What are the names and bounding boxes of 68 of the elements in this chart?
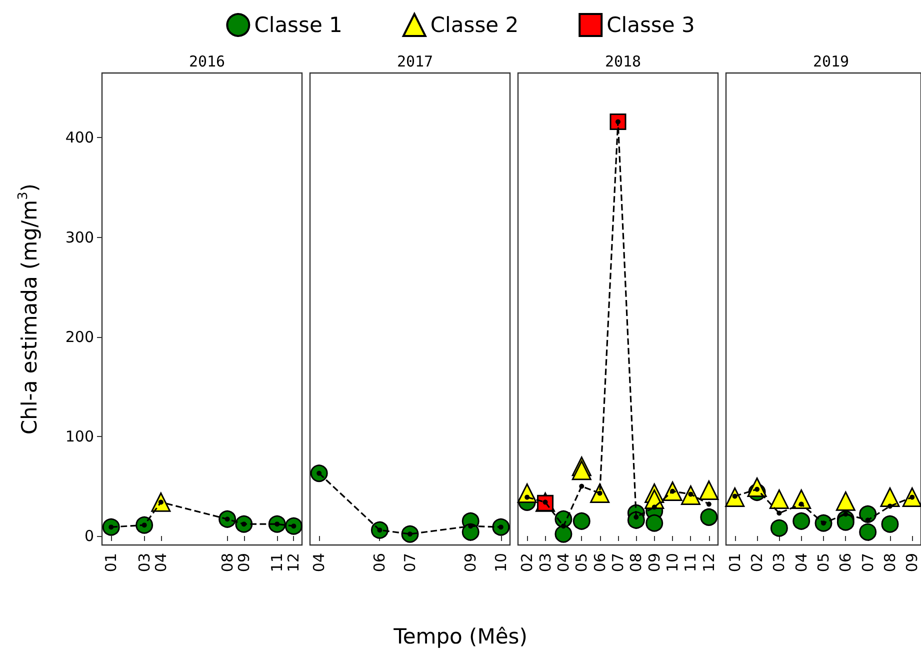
point	[770, 519, 788, 537]
x-tick-label: 01	[102, 553, 120, 572]
x-tick-label: 07	[858, 553, 877, 572]
x-tick-label: 08	[218, 553, 236, 572]
x-tick-label: 02	[518, 553, 536, 572]
x-tick-label: 11	[682, 553, 700, 572]
point	[572, 460, 592, 480]
x-tick-label: 06	[836, 553, 855, 572]
y-axis-title: Chl-a estimada (mg/m3)	[16, 183, 42, 435]
y-tick-label: 0	[84, 527, 94, 546]
point	[699, 480, 719, 500]
point	[572, 512, 590, 530]
point	[554, 525, 572, 543]
point	[776, 510, 782, 516]
x-tick-label: 05	[814, 553, 832, 572]
legend-label: Classe 1	[254, 13, 342, 37]
point	[880, 487, 900, 507]
x-tick-label: 06	[590, 553, 609, 572]
x-tick-label: 04	[554, 553, 572, 572]
x-tick-label: 03	[536, 553, 554, 572]
x-tick-label: 01	[726, 553, 744, 572]
x-tick-label: 09	[903, 553, 921, 572]
chart-title: 2019	[812, 52, 850, 70]
y-tick-label: 200	[65, 328, 94, 346]
x-tick-label: 08	[880, 553, 899, 572]
x-tick-label: 10	[664, 553, 682, 572]
point	[836, 491, 856, 511]
legend-label: Classe 3	[606, 13, 695, 37]
chart-title: 2018	[604, 52, 642, 70]
x-tick-label: 07	[401, 553, 419, 572]
chart-title: 2017	[396, 52, 434, 70]
point	[700, 508, 718, 526]
x-tick-label: 07	[609, 553, 627, 572]
x-tick-label: 10	[492, 553, 510, 572]
x-tick-label: 04	[152, 553, 170, 572]
point	[792, 512, 810, 530]
x-tick-label: 08	[627, 553, 646, 572]
y-tick-label: 100	[65, 427, 94, 446]
x-tick-label: 09	[462, 553, 480, 572]
x-tick-label: 12	[700, 553, 718, 572]
point	[579, 484, 584, 489]
point	[706, 502, 712, 507]
y-tick-label: 300	[65, 228, 94, 246]
x-tick-label: 03	[770, 553, 788, 572]
x-tick-label: 04	[792, 553, 810, 572]
point	[524, 494, 530, 500]
x-tick-label: 11	[268, 553, 286, 572]
x-tick-label: 09	[645, 553, 664, 572]
y-tick-label: 400	[65, 128, 94, 147]
x-tick-label: 04	[310, 553, 328, 572]
legend-label: Classe 2	[430, 13, 519, 37]
point	[769, 489, 789, 509]
x-tick-label: 09	[234, 553, 253, 572]
x-tick-label: 03	[135, 553, 154, 572]
point	[859, 523, 877, 541]
point	[652, 504, 657, 510]
point	[560, 524, 566, 529]
x-tick-label: 06	[370, 553, 389, 572]
x-tick-label: 12	[284, 553, 303, 572]
chart-title: 2016	[188, 52, 226, 70]
point	[887, 504, 892, 509]
x-axis-title: Tempo (Mês)	[392, 624, 528, 648]
x-tick-label: 05	[572, 553, 591, 572]
x-tick-label: 02	[748, 553, 766, 572]
point	[881, 515, 899, 533]
point	[836, 513, 854, 531]
point	[798, 502, 804, 507]
point	[646, 514, 664, 532]
